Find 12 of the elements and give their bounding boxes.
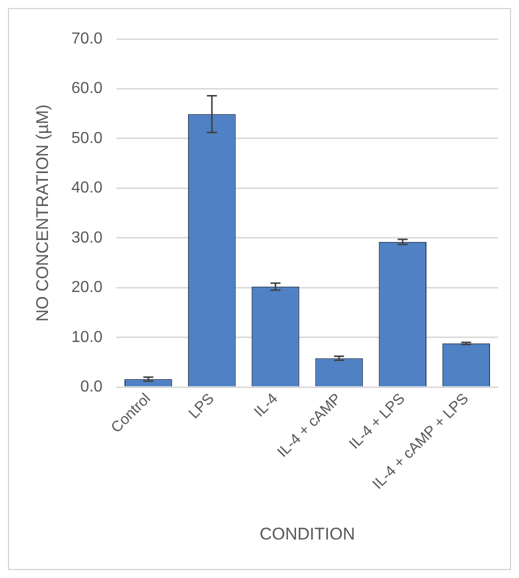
y-tick-label: 30.0 bbox=[71, 229, 103, 246]
y-axis-title: NO CONCENTRATION (µM) bbox=[32, 104, 52, 322]
x-tick-label: LPS bbox=[186, 390, 218, 422]
y-tick-label: 70.0 bbox=[71, 30, 103, 48]
x-tick-label: IL-4 bbox=[250, 390, 282, 420]
y-tick-label: 10.0 bbox=[71, 328, 103, 346]
y-tick-label: 20.0 bbox=[71, 279, 103, 296]
y-tick-label: 60.0 bbox=[71, 80, 103, 98]
x-axis-title: CONDITION bbox=[260, 524, 355, 544]
y-tick-label: 0.0 bbox=[80, 378, 103, 396]
y-tick-label: 50.0 bbox=[71, 130, 103, 147]
y-tick-label: 40.0 bbox=[71, 180, 103, 197]
